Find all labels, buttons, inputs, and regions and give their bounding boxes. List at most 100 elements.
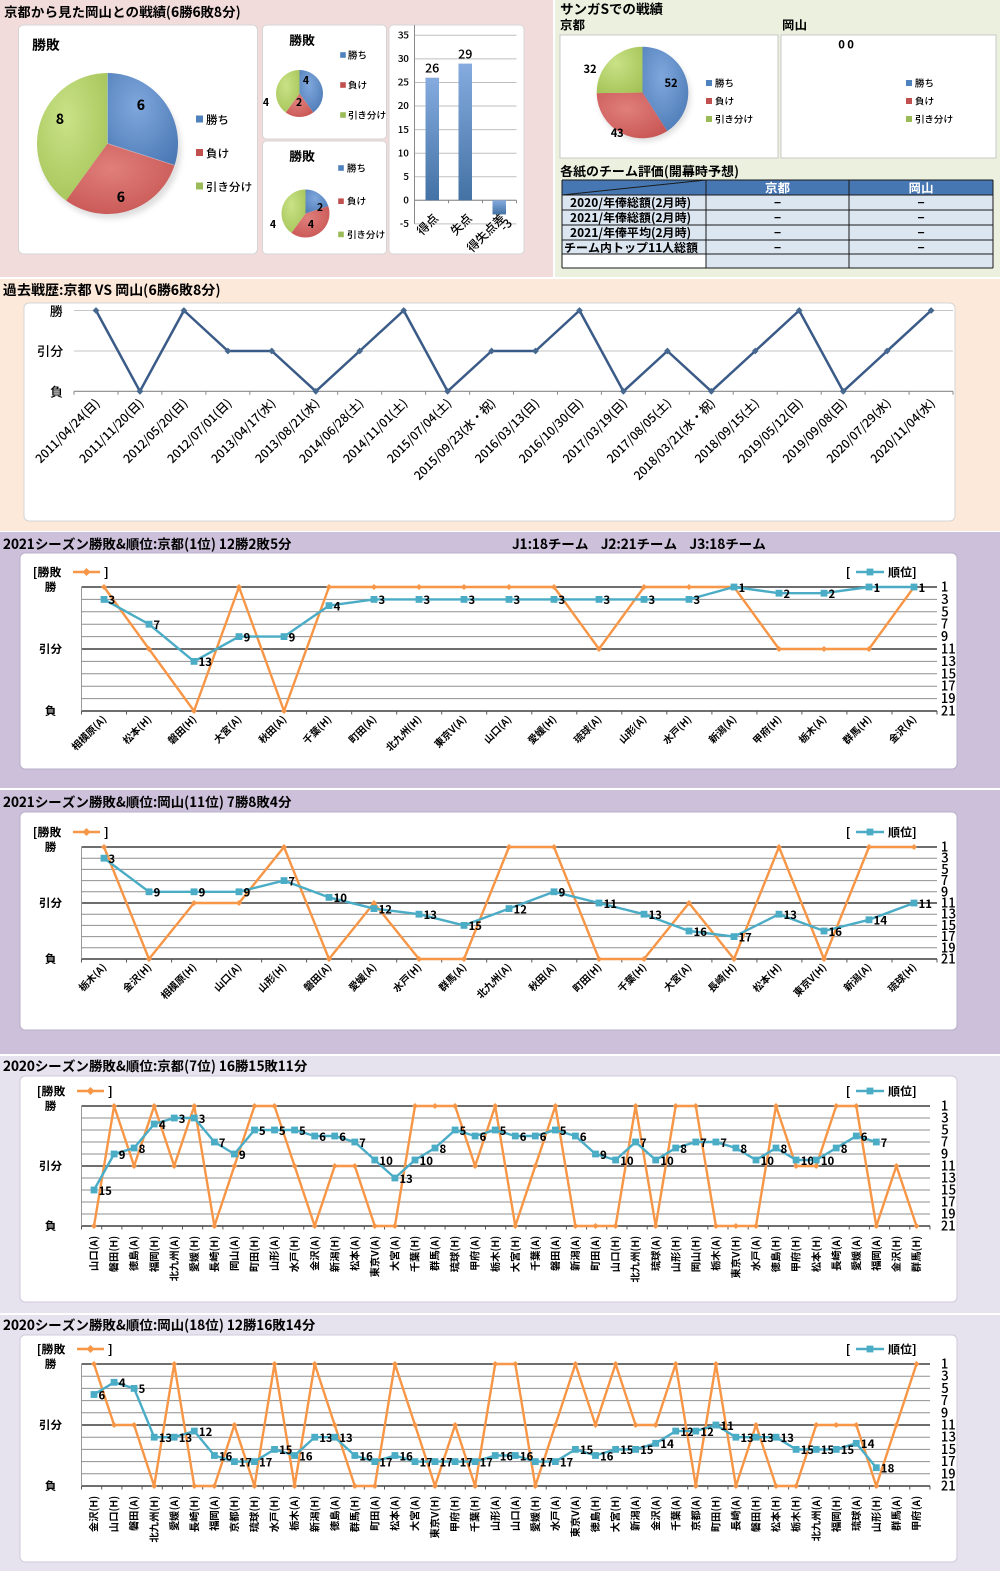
svg-text:13: 13 <box>159 1430 173 1446</box>
svg-text:19: 19 <box>941 1463 956 1482</box>
svg-text:栃木(H): 栃木(H) <box>788 1496 803 1532</box>
svg-text:7: 7 <box>640 1135 647 1151</box>
svg-text:金沢(A): 金沢(A) <box>647 1496 662 1531</box>
svg-text:]: ] <box>108 1341 113 1358</box>
svg-text:勝ち: 勝ち <box>915 76 934 90</box>
svg-text:11: 11 <box>941 1156 956 1175</box>
svg-text:千葉(A): 千葉(A) <box>667 1496 682 1531</box>
svg-text:]: ] <box>108 1083 113 1100</box>
svg-text:引分: 引分 <box>39 1158 62 1174</box>
svg-text:2021シーズン勝敗&順位:京都(1位) 12勝2敗5分: 2021シーズン勝敗&順位:京都(1位) 12勝2敗5分 <box>3 533 292 553</box>
svg-text:山口(A): 山口(A) <box>86 1236 101 1271</box>
svg-text:13: 13 <box>199 654 213 670</box>
svg-text:15: 15 <box>841 1442 855 1458</box>
svg-text:15: 15 <box>279 1442 293 1458</box>
svg-text:10: 10 <box>620 1153 634 1169</box>
svg-text:10: 10 <box>761 1153 775 1169</box>
svg-text:甲府(A): 甲府(A) <box>467 1236 482 1271</box>
svg-text:−: − <box>917 224 924 241</box>
svg-text:勝: 勝 <box>45 839 57 855</box>
svg-text:1: 1 <box>739 580 746 596</box>
svg-text:金沢(H): 金沢(H) <box>86 1496 101 1532</box>
svg-text:大宮(H): 大宮(H) <box>507 1236 522 1272</box>
svg-text:1: 1 <box>941 577 948 596</box>
svg-text:3: 3 <box>941 589 948 608</box>
svg-text:勝ち: 勝ち <box>206 112 229 128</box>
svg-text:8: 8 <box>740 1141 747 1157</box>
svg-text:京都: 京都 <box>765 178 791 197</box>
svg-text:東京V(H): 東京V(H) <box>427 1496 442 1539</box>
svg-text:[: [ <box>846 1341 851 1358</box>
svg-text:1: 1 <box>941 1096 948 1115</box>
svg-text:4: 4 <box>159 1117 166 1133</box>
svg-text:勝ち: 勝ち <box>715 76 734 90</box>
svg-text:4: 4 <box>263 95 270 110</box>
svg-text:福岡(A): 福岡(A) <box>206 1496 221 1531</box>
svg-text:17: 17 <box>941 676 956 695</box>
svg-text:26: 26 <box>425 58 440 77</box>
svg-text:7: 7 <box>154 617 161 633</box>
svg-text:引分: 引分 <box>39 1417 62 1433</box>
svg-text:10: 10 <box>420 1153 434 1169</box>
svg-text:9: 9 <box>154 885 161 901</box>
svg-text:17: 17 <box>259 1454 273 1470</box>
svg-text:3: 3 <box>109 851 116 867</box>
svg-text:負: 負 <box>45 1218 57 1234</box>
svg-text:16: 16 <box>600 1448 614 1464</box>
svg-text:大宮(A): 大宮(A) <box>407 1496 422 1531</box>
svg-text:16: 16 <box>299 1448 313 1464</box>
svg-text:3: 3 <box>941 1108 948 1127</box>
svg-text:4: 4 <box>303 73 310 88</box>
svg-text:甲府(H): 甲府(H) <box>447 1496 462 1532</box>
svg-text:過去戦歴:京都 VS 岡山(6勝6敗8分): 過去戦歴:京都 VS 岡山(6勝6敗8分) <box>3 280 221 300</box>
svg-text:13: 13 <box>424 907 438 923</box>
svg-text:0 0: 0 0 <box>838 37 854 53</box>
svg-text:4: 4 <box>270 217 277 232</box>
svg-text:14: 14 <box>874 913 888 929</box>
svg-text:21: 21 <box>941 1476 956 1495</box>
svg-text:新潟(H): 新潟(H) <box>306 1496 321 1533</box>
svg-text:愛媛(A): 愛媛(A) <box>166 1496 181 1531</box>
svg-text:13: 13 <box>339 1430 353 1446</box>
svg-text:7: 7 <box>700 1135 707 1151</box>
svg-text:甲府(A): 甲府(A) <box>908 1496 923 1531</box>
svg-text:北九州(A): 北九州(A) <box>808 1496 823 1541</box>
svg-text:引き分け: 引き分け <box>715 112 753 126</box>
svg-text:−: − <box>774 209 781 226</box>
svg-text:10: 10 <box>334 890 348 906</box>
svg-text:9: 9 <box>289 629 296 645</box>
svg-text:11: 11 <box>941 893 956 912</box>
svg-text:17: 17 <box>379 1454 393 1470</box>
svg-text:岡山(H): 岡山(H) <box>687 1236 702 1272</box>
svg-text:山形(H): 山形(H) <box>667 1236 682 1272</box>
svg-text:松本(H): 松本(H) <box>808 1236 823 1272</box>
svg-text:6: 6 <box>137 95 146 115</box>
svg-text:3: 3 <box>179 1111 186 1127</box>
svg-text:5: 5 <box>403 168 409 183</box>
svg-text:2021/年俸総額(2月時): 2021/年俸総額(2月時) <box>570 209 691 226</box>
svg-text:チーム内トップ11人総額: チーム内トップ11人総額 <box>564 239 698 256</box>
svg-text:8: 8 <box>440 1141 447 1157</box>
svg-text:9: 9 <box>600 1147 607 1163</box>
svg-text:13: 13 <box>649 907 663 923</box>
svg-text:松本(A): 松本(A) <box>346 1236 361 1271</box>
svg-text:新潟(H): 新潟(H) <box>326 1236 341 1273</box>
svg-text:岡山: 岡山 <box>908 178 933 197</box>
svg-text:5: 5 <box>279 1123 286 1139</box>
svg-text:25: 25 <box>398 74 409 89</box>
svg-text:福岡(H): 福岡(H) <box>146 1236 161 1272</box>
svg-text:15: 15 <box>801 1442 815 1458</box>
svg-text:2020シーズン勝敗&順位:京都(7位) 16勝15敗11分: 2020シーズン勝敗&順位:京都(7位) 16勝15敗11分 <box>3 1055 308 1075</box>
svg-text:13: 13 <box>761 1430 775 1446</box>
svg-text:勝敗: 勝敗 <box>289 30 315 49</box>
svg-text:5: 5 <box>941 1378 948 1397</box>
svg-text:-5: -5 <box>400 215 409 230</box>
svg-text:長崎(A): 長崎(A) <box>828 1236 843 1271</box>
svg-text:18: 18 <box>881 1461 895 1477</box>
svg-text:19: 19 <box>941 1204 956 1223</box>
svg-text:千葉(H): 千葉(H) <box>407 1236 422 1272</box>
svg-text:引き分け: 引き分け <box>915 112 953 126</box>
svg-text:17: 17 <box>560 1454 574 1470</box>
svg-text:勝敗: 勝敗 <box>32 35 60 55</box>
svg-text:勝: 勝 <box>45 1356 57 1372</box>
